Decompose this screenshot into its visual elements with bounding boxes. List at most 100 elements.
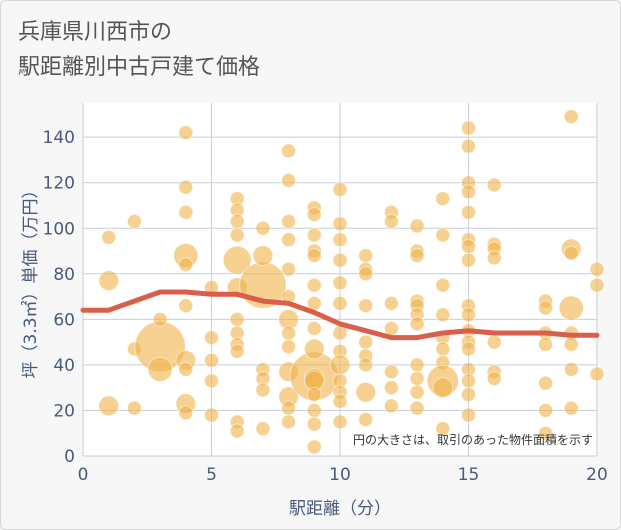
data-bubble bbox=[229, 311, 245, 327]
data-bubble bbox=[306, 439, 322, 455]
data-bubble bbox=[255, 421, 271, 437]
y-tick-label: 40 bbox=[53, 356, 75, 376]
y-tick-label: 140 bbox=[43, 128, 75, 148]
data-bubble bbox=[332, 182, 348, 198]
data-bubble bbox=[281, 232, 297, 248]
data-bubble bbox=[306, 227, 322, 243]
data-bubble bbox=[204, 407, 219, 423]
chart-title: 兵庫県川西市の 駅距離別中古戸建て価格 bbox=[18, 15, 260, 85]
data-bubble bbox=[229, 343, 245, 359]
data-bubble bbox=[563, 400, 579, 416]
data-bubble bbox=[461, 373, 476, 389]
data-bubble bbox=[358, 334, 374, 350]
chart-title-line-1: 兵庫県川西市の bbox=[18, 20, 173, 45]
data-bubble bbox=[281, 261, 297, 277]
data-bubble bbox=[383, 320, 399, 336]
data-bubble bbox=[538, 375, 554, 391]
data-bubble bbox=[222, 245, 252, 275]
data-bubble bbox=[332, 252, 348, 268]
data-bubble bbox=[332, 295, 348, 311]
data-bubble bbox=[383, 398, 399, 414]
trend-line bbox=[80, 289, 600, 341]
data-bubble bbox=[409, 384, 425, 400]
data-bubble bbox=[461, 238, 476, 254]
data-bubble bbox=[435, 341, 451, 357]
data-bubble bbox=[229, 423, 245, 439]
y-axis-title: 坪（3.3㎡）単価（万円） bbox=[21, 181, 41, 378]
data-bubble bbox=[461, 341, 476, 357]
data-bubble bbox=[461, 307, 476, 323]
data-bubble bbox=[486, 371, 502, 387]
data-bubble bbox=[255, 220, 271, 236]
x-tick-label: 0 bbox=[78, 465, 89, 485]
data-bubble bbox=[461, 387, 476, 403]
tick-labels: 0 20 40 60 80 100 120 140 0 5 10 15 20 bbox=[43, 128, 608, 485]
data-bubble bbox=[589, 366, 605, 382]
data-bubble bbox=[126, 400, 142, 416]
data-bubble bbox=[435, 307, 451, 323]
data-bubble bbox=[98, 270, 120, 292]
data-bubble bbox=[101, 229, 117, 245]
data-bubble bbox=[409, 371, 425, 387]
data-bubble bbox=[461, 138, 476, 154]
data-bubble bbox=[409, 400, 425, 416]
x-tick-label: 15 bbox=[458, 465, 480, 485]
data-bubble bbox=[461, 120, 476, 136]
data-bubble bbox=[204, 373, 219, 389]
data-bubble bbox=[306, 320, 322, 336]
data-bubble bbox=[563, 245, 579, 261]
data-bubble bbox=[178, 125, 194, 141]
data-bubble bbox=[303, 338, 325, 360]
data-bubble bbox=[281, 400, 297, 416]
data-bubble bbox=[204, 330, 219, 346]
x-tick-label: 20 bbox=[586, 465, 608, 485]
data-bubble bbox=[358, 357, 374, 373]
data-bubble bbox=[329, 354, 351, 376]
data-bubble bbox=[126, 213, 142, 229]
data-bubble bbox=[409, 316, 425, 332]
data-bubble bbox=[332, 325, 348, 341]
data-bubble bbox=[383, 213, 399, 229]
x-tick-label: 5 bbox=[206, 465, 217, 485]
data-bubble bbox=[538, 300, 554, 316]
data-bubble bbox=[281, 143, 297, 159]
y-tick-label: 100 bbox=[43, 219, 75, 239]
data-bubble bbox=[538, 402, 554, 418]
data-bubble bbox=[589, 277, 605, 293]
data-bubble bbox=[538, 336, 554, 352]
data-bubble bbox=[332, 414, 348, 430]
data-bubble bbox=[306, 416, 322, 432]
data-bubble bbox=[281, 172, 297, 188]
data-bubble bbox=[461, 204, 476, 220]
data-bubble bbox=[461, 184, 476, 200]
data-bubble bbox=[409, 218, 425, 234]
data-bubble bbox=[306, 277, 322, 293]
data-bubble bbox=[306, 402, 322, 418]
data-bubble bbox=[281, 339, 297, 355]
data-bubble bbox=[589, 261, 605, 277]
data-bubble bbox=[332, 216, 348, 232]
data-bubble bbox=[355, 381, 377, 403]
data-bubble bbox=[383, 295, 399, 311]
data-bubble bbox=[486, 334, 502, 350]
data-bubble bbox=[538, 425, 554, 441]
y-tick-label: 20 bbox=[53, 401, 75, 421]
data-bubble bbox=[281, 325, 297, 341]
data-bubble bbox=[409, 248, 425, 264]
data-bubble bbox=[98, 395, 120, 417]
data-bubble bbox=[358, 266, 374, 282]
bubbles bbox=[98, 109, 605, 455]
data-bubble bbox=[409, 357, 425, 373]
data-bubble bbox=[152, 311, 168, 327]
data-bubble bbox=[461, 407, 476, 423]
size-annotation: 円の大きさは、取引のあった物件面積を示す bbox=[353, 432, 593, 447]
data-bubble bbox=[229, 213, 245, 229]
data-bubble bbox=[563, 336, 579, 352]
data-bubble bbox=[332, 275, 348, 291]
data-bubble bbox=[563, 361, 579, 377]
data-bubble bbox=[255, 382, 271, 398]
data-bubble bbox=[435, 191, 451, 207]
data-bubble bbox=[435, 227, 451, 243]
data-bubble bbox=[383, 364, 399, 380]
